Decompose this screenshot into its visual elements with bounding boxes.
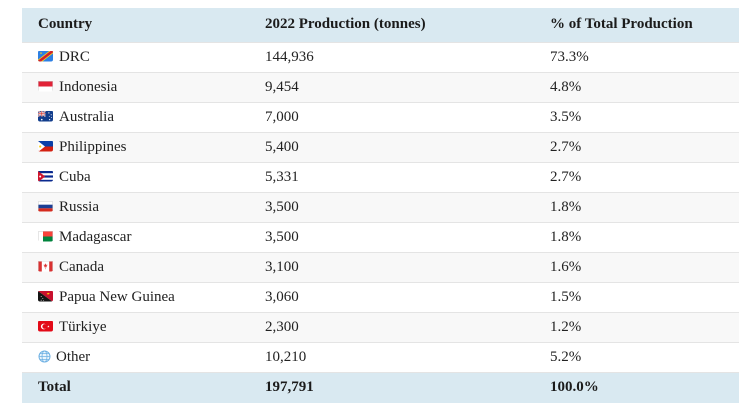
table-row-other: Other 10,210 5.2% <box>22 342 739 372</box>
percent-cell: 2.7% <box>550 168 582 185</box>
country-label: DRC <box>59 48 90 65</box>
country-cell: Canada <box>22 252 265 282</box>
canada-flag-icon <box>38 261 53 272</box>
country-label: Canada <box>59 258 104 275</box>
country-cell: Philippines <box>22 132 265 162</box>
table-row-canada: Canada 3,100 1.6% <box>22 252 739 282</box>
country-cell: Indonesia <box>22 72 265 102</box>
production-cell: 7,000 <box>265 108 299 125</box>
percent-cell: 1.5% <box>550 288 582 305</box>
drc-flag-icon <box>38 51 53 62</box>
total-row: Total 197,791 100.0% <box>22 372 739 403</box>
country-cell: Madagascar <box>22 222 265 252</box>
philippines-flag-icon <box>38 141 53 152</box>
percent-cell: 3.5% <box>550 108 582 125</box>
country-label: Indonesia <box>59 78 118 95</box>
percent-cell: 1.8% <box>550 198 582 215</box>
production-cell: 3,060 <box>265 288 299 305</box>
table-row-drc: DRC 144,936 73.3% <box>22 42 739 72</box>
percent-cell: 2.7% <box>550 138 582 155</box>
percent-cell: 5.2% <box>550 348 582 365</box>
percent-cell: 73.3% <box>550 48 589 65</box>
country-cell: Türkiye <box>22 312 265 342</box>
cobalt-production-table: Country 2022 Production (tonnes) % of To… <box>22 8 739 403</box>
percent-cell: 1.2% <box>550 318 582 335</box>
country-cell: Cuba <box>22 162 265 192</box>
country-label: Madagascar <box>59 228 132 245</box>
percent-cell: 1.6% <box>550 258 582 275</box>
table-row-australia: Australia 7,000 3.5% <box>22 102 739 132</box>
table-row-turkiye: Türkiye 2,300 1.2% <box>22 312 739 342</box>
header-row: Country 2022 Production (tonnes) % of To… <box>22 8 739 42</box>
country-label: Papua New Guinea <box>59 288 175 305</box>
production-cell: 2,300 <box>265 318 299 335</box>
indonesia-flag-icon <box>38 81 53 92</box>
globe-icon <box>38 350 51 362</box>
production-table: Country 2022 Production (tonnes) % of To… <box>22 8 739 403</box>
production-cell: 10,210 <box>265 348 307 365</box>
table-row-indonesia: Indonesia 9,454 4.8% <box>22 72 739 102</box>
table-row-papua-new-guinea: Papua New Guinea 3,060 1.5% <box>22 282 739 312</box>
table-row-cuba: Cuba 5,331 2.7% <box>22 162 739 192</box>
turkiye-flag-icon <box>38 321 53 332</box>
production-cell: 144,936 <box>265 48 314 65</box>
country-label: Russia <box>59 198 100 215</box>
country-label: Cuba <box>59 168 91 185</box>
table-row-philippines: Philippines 5,400 2.7% <box>22 132 739 162</box>
country-cell: Papua New Guinea <box>22 282 265 312</box>
russia-flag-icon <box>38 201 53 212</box>
table-row-russia: Russia 3,500 1.8% <box>22 192 739 222</box>
production-cell: 3,100 <box>265 258 299 275</box>
percent-cell: 4.8% <box>550 78 582 95</box>
country-label: Other <box>56 348 91 365</box>
total-percent-cell: 100.0% <box>550 379 599 396</box>
production-cell: 3,500 <box>265 228 299 245</box>
cuba-flag-icon <box>38 171 53 182</box>
production-cell: 3,500 <box>265 198 299 215</box>
country-cell: Australia <box>22 102 265 132</box>
table-row-madagascar: Madagascar 3,500 1.8% <box>22 222 739 252</box>
production-cell: 5,400 <box>265 138 299 155</box>
production-cell: 5,331 <box>265 168 299 185</box>
australia-flag-icon <box>38 111 53 122</box>
production-cell: 9,454 <box>265 78 299 95</box>
country-cell: DRC <box>22 42 265 72</box>
country-cell: Russia <box>22 192 265 222</box>
column-header-country: Country <box>22 8 265 42</box>
country-label: Philippines <box>59 138 127 155</box>
column-header-percent: % of Total Production <box>550 8 739 42</box>
column-header-production: 2022 Production (tonnes) <box>265 8 550 42</box>
country-label: Australia <box>59 108 114 125</box>
country-label: Türkiye <box>59 318 107 335</box>
country-cell: Other <box>22 342 265 372</box>
total-production-cell: 197,791 <box>265 379 314 396</box>
percent-cell: 1.8% <box>550 228 582 245</box>
total-label-cell: Total <box>38 379 71 396</box>
papua-new-guinea-flag-icon <box>38 291 53 302</box>
madagascar-flag-icon <box>38 231 53 242</box>
